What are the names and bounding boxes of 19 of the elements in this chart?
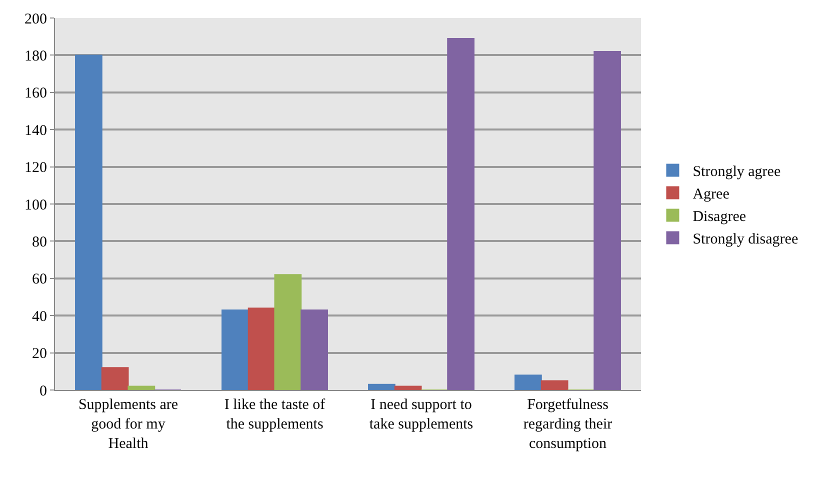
- y-tick-label: 160: [24, 86, 47, 102]
- x-tick-label: Forgetfulness regarding their consumption: [523, 397, 612, 452]
- x-tick-label: I like the taste of the supplements: [224, 397, 326, 432]
- y-tick-label: 80: [32, 234, 47, 250]
- y-tick-label: 0: [40, 383, 47, 400]
- x-tick-label: Supplements are good for my Health: [78, 397, 178, 452]
- y-tick-label: 180: [24, 48, 47, 64]
- y-tick-label: 120: [24, 160, 47, 176]
- legend-label: Agree: [692, 186, 730, 203]
- y-tick-label: 40: [32, 308, 47, 325]
- y-tick-label: 200: [24, 11, 47, 28]
- legend-label: Disagree: [692, 209, 746, 226]
- y-tick-label: 20: [32, 346, 47, 362]
- y-tick-label: 60: [32, 272, 47, 288]
- y-tick-label: 140: [24, 122, 47, 139]
- legend-label: Strongly disagree: [692, 232, 798, 248]
- x-tick-label: I need support to take supplements: [369, 397, 474, 432]
- y-tick-label: 100: [24, 197, 47, 214]
- legend-label: Strongly agree: [692, 164, 781, 180]
